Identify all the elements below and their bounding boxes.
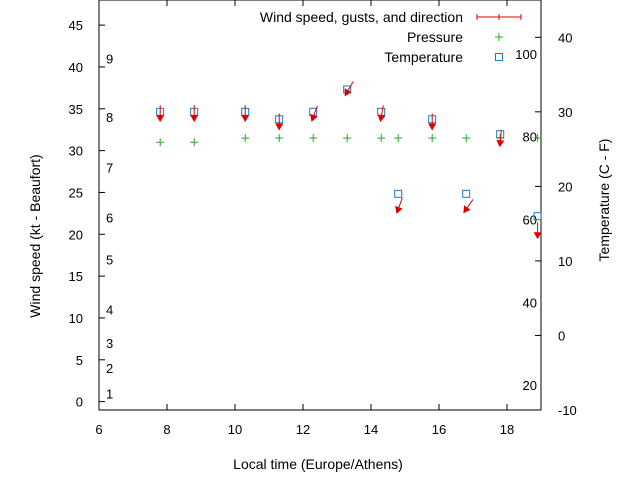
axes: 6 8 10 12 14 16 18051015202530354045-100102030…	[69, 0, 577, 437]
fahrenheit-label: 60	[523, 212, 537, 227]
wind-point	[395, 197, 403, 214]
y-left-tick-label: 0	[76, 395, 83, 410]
legend-square	[495, 53, 503, 61]
y-left-tick-label: 5	[76, 353, 83, 368]
beaufort-label: 4	[106, 303, 113, 318]
x-tick-label: 6	[95, 422, 102, 437]
beaufort-label: 7	[106, 160, 113, 175]
wind-point	[428, 113, 437, 131]
y-left-tick-label: 45	[69, 18, 83, 33]
y-right-tick-label: 20	[558, 179, 572, 194]
wind-point	[156, 105, 165, 123]
pressure-point	[377, 134, 386, 143]
wind-arrow-head	[190, 115, 199, 123]
wind-arrow-head	[428, 123, 437, 131]
beaufort-label: 8	[106, 110, 113, 125]
y-left-tick-label: 35	[69, 102, 83, 117]
x-tick-label: 18	[500, 422, 514, 437]
y-right-tick-label: 40	[558, 30, 572, 45]
fahrenheit-label: 80	[523, 130, 537, 145]
plot-frame	[98, 0, 542, 411]
legend: Wind speed, gusts, and direction Pressure…	[260, 9, 522, 65]
beaufort-label: 2	[106, 361, 113, 376]
wind-point	[496, 130, 505, 148]
pressure-point	[156, 138, 165, 147]
wind-point	[533, 222, 542, 240]
y-left-tick-label: 15	[69, 269, 83, 284]
pressure-point	[462, 134, 471, 143]
y-left-tick-label: 25	[69, 185, 83, 200]
wind-point	[190, 105, 199, 123]
x-tick-label: 10	[228, 422, 242, 437]
wind-arrow-head	[463, 205, 471, 214]
wind-arrow-head	[496, 139, 505, 148]
x-tick-label: 8	[163, 422, 170, 437]
legend-label: Wind speed, gusts, and direction	[260, 9, 463, 25]
pressure-point	[241, 134, 250, 143]
wind-arrow-head	[395, 205, 403, 214]
temperature-point	[533, 212, 542, 221]
wind-point	[344, 81, 354, 97]
beaufort-label: 5	[106, 252, 113, 267]
pressure-point	[533, 134, 542, 143]
legend-label: Pressure	[407, 29, 463, 45]
beaufort-label: 1	[106, 386, 113, 401]
y-right-tick-label: 10	[558, 254, 572, 269]
wind-arrow-head	[344, 88, 352, 97]
x-tick-label: 16	[432, 422, 446, 437]
y-left-tick-label: 40	[69, 60, 83, 75]
wind-arrow-head	[156, 115, 165, 123]
plot-area	[156, 81, 542, 240]
fahrenheit-label: 40	[523, 295, 537, 310]
y-right-tick-label: 30	[558, 105, 572, 120]
wind-arrow-head	[275, 123, 284, 131]
y-axis-right-label: Temperature (C - F)	[596, 139, 612, 262]
pressure-point	[343, 134, 352, 143]
pressure-point	[190, 138, 199, 147]
fahrenheit-label: 20	[523, 378, 537, 393]
y-right-tick-label: 0	[558, 328, 565, 343]
wind-point	[241, 105, 250, 123]
legend-label: Temperature	[384, 49, 463, 65]
wind-point	[275, 113, 284, 131]
temperature-point	[462, 189, 471, 198]
y-right-tick-label: -10	[558, 403, 577, 418]
beaufort-label: 9	[106, 52, 113, 67]
x-tick-label: 12	[296, 422, 310, 437]
y-axis-left-label: Wind speed (kt - Beaufort)	[27, 154, 43, 317]
x-axis-label: Local time (Europe/Athens)	[233, 456, 403, 472]
plot-border	[98, 0, 542, 411]
wind-point	[310, 105, 318, 122]
wind-arrow-shaft	[465, 199, 474, 210]
wind-arrow-head	[310, 113, 318, 122]
y-left-tick-label: 10	[69, 311, 83, 326]
temperature-point	[394, 189, 403, 198]
y-left-tick-label: 30	[69, 144, 83, 159]
wind-arrow-head	[533, 232, 542, 240]
beaufort-label: 3	[106, 336, 113, 351]
wind-point	[463, 199, 474, 214]
wind-point	[377, 105, 386, 123]
fahrenheit-label: 100	[515, 47, 537, 62]
wind-arrow-head	[377, 114, 386, 123]
pressure-point	[428, 134, 437, 143]
pressure-point	[275, 134, 284, 143]
beaufort-label: 6	[106, 211, 113, 226]
pressure-point	[394, 134, 403, 143]
x-tick-label: 14	[364, 422, 378, 437]
wind-arrow-shaft	[312, 105, 318, 118]
pressure-point	[309, 134, 318, 143]
wind-arrow-head	[241, 115, 250, 123]
y-left-tick-label: 20	[69, 227, 83, 242]
